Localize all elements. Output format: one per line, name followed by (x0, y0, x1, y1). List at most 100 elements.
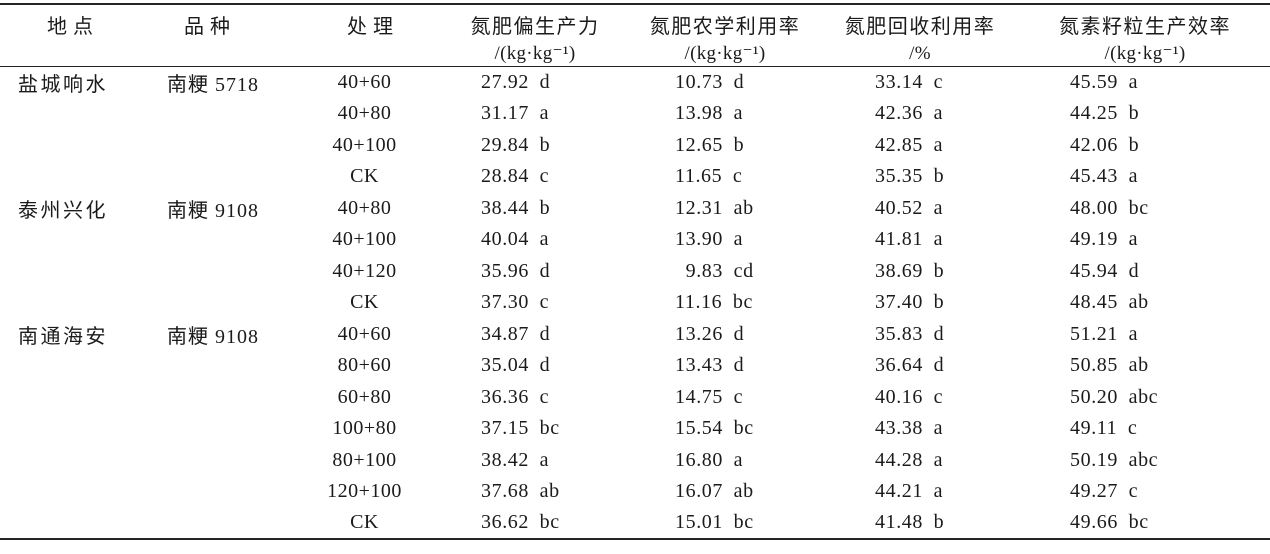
table-cell (0, 413, 140, 445)
table-row: 泰州兴化 南粳 9108 40+80 38.44 b 12.31 ab 40.52 a 48… (0, 193, 1270, 225)
column-header-treatment: 处理 (300, 4, 440, 67)
table-row: 100+80 37.15 bc 15.54 bc 43.38 a 49.11 c (0, 413, 1270, 445)
table-row: 40+80 31.17 a 13.98 a 42.36 a 44.25 b (0, 98, 1270, 130)
table-cell: 南通海安 (18, 325, 108, 348)
column-title: 地点 (47, 16, 99, 38)
table-cell: 40+80 (337, 102, 392, 125)
table-cell: 12.65 b (675, 133, 745, 156)
table-cell: 南粳 9108 (167, 325, 259, 348)
table-cell: 南粳 9108 (167, 199, 259, 222)
table-cell: 35.35 b (875, 165, 945, 188)
table-cell: 45.43 a (1070, 165, 1139, 188)
column-header-recovery-efficiency: 氮肥回收利用率 /% (820, 4, 1020, 67)
table-cell: 44.25 b (1070, 102, 1140, 125)
column-unit: /% (909, 43, 931, 64)
table-cell: 44.28 a (875, 448, 944, 471)
table-cell: 37.15 bc (481, 417, 560, 440)
table-cell (0, 445, 140, 477)
table-cell: CK (350, 291, 379, 314)
table-cell: 80+60 (337, 354, 392, 377)
table-cell: 13.43 d (675, 354, 745, 377)
table-cell: 35.96 d (481, 259, 551, 282)
column-unit: /(kg·kg⁻¹) (684, 43, 766, 64)
table-cell (140, 476, 300, 508)
column-title: 氮肥偏生产力 (470, 16, 600, 38)
column-title: 处理 (347, 16, 399, 38)
table-cell: 50.85 ab (1070, 354, 1149, 377)
column-header-variety: 品种 (140, 4, 300, 67)
table-cell: 37.40 b (875, 291, 945, 314)
table-cell: 120+100 (327, 480, 402, 503)
table-cell (140, 445, 300, 477)
table-cell: 38.42 a (481, 448, 550, 471)
table-cell: 35.83 d (875, 322, 945, 345)
column-title: 氮肥农学利用率 (649, 16, 801, 38)
table-cell (140, 130, 300, 162)
table-row: CK 37.30 c 11.16 bc 37.40 b 48.45 ab (0, 287, 1270, 319)
table-row: 60+80 36.36 c 14.75 c 40.16 c 50.20 abc (0, 382, 1270, 414)
table-cell: 40.16 c (875, 385, 944, 408)
table-cell (0, 161, 140, 193)
table-header: 地点 品种 处理 氮肥偏生产力 /(kg·kg⁻¹) 氮肥农学利用率 /(kg·… (0, 4, 1270, 67)
table-row: 120+100 37.68 ab 16.07 ab 44.21 a 49.27 c (0, 476, 1270, 508)
table-cell: 13.26 d (675, 322, 745, 345)
table-cell: 51.21 a (1070, 322, 1139, 345)
column-title: 氮肥回收利用率 (844, 16, 996, 38)
table-cell: 28.84 c (481, 165, 550, 188)
table-cell: 40+120 (332, 259, 397, 282)
table-cell: 31.17 a (481, 102, 550, 125)
column-unit: /(kg·kg⁻¹) (494, 43, 576, 64)
table-cell (0, 287, 140, 319)
table-cell: 14.75 c (675, 385, 744, 408)
table-cell: 44.21 a (875, 480, 944, 503)
table-cell (0, 224, 140, 256)
table-cell: 42.36 a (875, 102, 944, 125)
table-cell: 49.27 c (1070, 480, 1139, 503)
table-cell: 41.48 b (875, 511, 945, 534)
table-cell (0, 98, 140, 130)
table-cell: 15.01 bc (675, 511, 754, 534)
table-cell: 38.44 b (481, 196, 551, 219)
table-cell: 11.65 c (675, 165, 743, 188)
table-row: 80+100 38.42 a 16.80 a 44.28 a 50.19 abc (0, 445, 1270, 477)
column-title: 品种 (184, 16, 236, 38)
header-row: 地点 品种 处理 氮肥偏生产力 /(kg·kg⁻¹) 氮肥农学利用率 /(kg·… (0, 4, 1270, 67)
table-cell: 11.16 bc (675, 291, 753, 314)
table-row: CK 28.84 c 11.65 c 35.35 b 45.43 a (0, 161, 1270, 193)
table-body: 盐城响水 南粳 5718 40+60 27.92 d 10.73 d 33.14 c 45.… (0, 67, 1270, 540)
table-cell: 41.81 a (875, 228, 944, 251)
table-cell: 16.07 ab (675, 480, 754, 503)
table-cell (140, 98, 300, 130)
table-cell: 36.36 c (481, 385, 550, 408)
table-cell: 80+100 (332, 448, 397, 471)
table-cell: 49.66 bc (1070, 511, 1149, 534)
table-cell: 45.59 a (1070, 71, 1139, 93)
table-cell (0, 508, 140, 540)
table-cell: 15.54 bc (675, 417, 754, 440)
table-cell: 12.31 ab (675, 196, 754, 219)
table-cell: 49.11 c (1070, 417, 1138, 440)
table-cell (140, 161, 300, 193)
table-cell: 36.64 d (875, 354, 945, 377)
column-header-partial-factor-productivity: 氮肥偏生产力 /(kg·kg⁻¹) (440, 4, 630, 67)
table-cell: 10.73 d (675, 71, 745, 93)
table-row: 南通海安 南粳 9108 40+60 34.87 d 13.26 d 35.83 d 51.… (0, 319, 1270, 351)
table-row: 40+120 35.96 d 9.83 cd 38.69 b 45.94 d (0, 256, 1270, 288)
table-cell: 40.04 a (481, 228, 550, 251)
table-cell: 29.84 b (481, 133, 551, 156)
table-cell: CK (350, 165, 379, 188)
table-row: CK 36.62 bc 15.01 bc 41.48 b 49.66 bc (0, 508, 1270, 540)
table-cell: 33.14 c (875, 71, 944, 93)
table-cell (140, 287, 300, 319)
table-cell: 南粳 5718 (167, 74, 259, 96)
table-cell (0, 256, 140, 288)
table-cell: 50.20 abc (1070, 385, 1159, 408)
table-cell: 38.69 b (875, 259, 945, 282)
table-row: 盐城响水 南粳 5718 40+60 27.92 d 10.73 d 33.14 c 45.… (0, 67, 1270, 99)
table-cell: 35.04 d (481, 354, 551, 377)
table-cell: 40.52 a (875, 196, 944, 219)
table-cell (0, 382, 140, 414)
column-title: 氮素籽粒生产效率 (1059, 16, 1231, 38)
column-header-agronomic-efficiency: 氮肥农学利用率 /(kg·kg⁻¹) (630, 4, 820, 67)
table-cell: CK (350, 511, 379, 534)
